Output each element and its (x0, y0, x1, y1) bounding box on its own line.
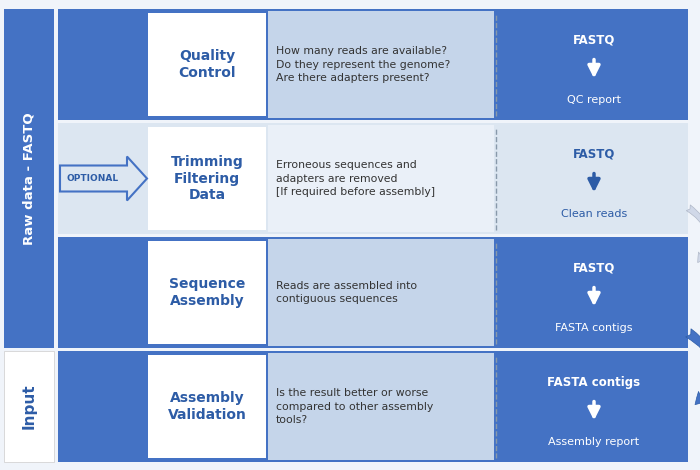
FancyArrowPatch shape (686, 205, 700, 263)
Polygon shape (58, 381, 147, 432)
FancyArrowPatch shape (685, 329, 700, 405)
Bar (148, 241, 266, 344)
Bar (4, 351, 54, 462)
Text: FASTQ: FASTQ (573, 148, 615, 161)
Text: Sequence
Assembly: Sequence Assembly (169, 277, 245, 307)
Bar (500, 353, 688, 460)
Text: FASTA contigs: FASTA contigs (547, 376, 640, 389)
Text: Is the result better or worse
compared to other assembly
tools?: Is the result better or worse compared t… (276, 388, 433, 425)
Text: FASTQ: FASTQ (573, 33, 615, 47)
Text: Assembly report: Assembly report (548, 437, 640, 447)
Text: Reads are assembled into
contiguous sequences: Reads are assembled into contiguous sequ… (276, 281, 417, 304)
Text: How many reads are available?
Do they represent the genome?
Are there adapters p: How many reads are available? Do they re… (276, 47, 450, 83)
Bar (58, 9, 688, 120)
Bar (148, 127, 266, 230)
Bar (58, 237, 688, 348)
Bar (500, 11, 688, 118)
Bar (268, 239, 494, 346)
Polygon shape (60, 157, 147, 201)
Bar (268, 11, 494, 118)
Text: Quality
Control: Quality Control (178, 49, 236, 79)
Text: Erroneous sequences and
adapters are removed
[If required before assembly]: Erroneous sequences and adapters are rem… (276, 160, 435, 197)
Text: OPTIONAL: OPTIONAL (66, 174, 118, 183)
Text: FASTA contigs: FASTA contigs (555, 323, 633, 333)
Polygon shape (58, 266, 147, 319)
Text: Assembly
Validation: Assembly Validation (167, 392, 246, 422)
Bar (148, 13, 266, 116)
Bar (148, 355, 266, 458)
Text: FASTQ: FASTQ (573, 262, 615, 274)
Bar (500, 125, 688, 232)
Bar (268, 353, 494, 460)
Text: QC report: QC report (567, 95, 621, 105)
Bar (4, 9, 54, 348)
Text: Input: Input (22, 384, 36, 429)
Bar (58, 351, 688, 462)
Polygon shape (58, 39, 147, 91)
Bar (268, 125, 494, 232)
Bar (500, 239, 688, 346)
Text: Clean reads: Clean reads (561, 209, 627, 219)
Text: Trimming
Filtering
Data: Trimming Filtering Data (171, 155, 244, 202)
Text: Raw data - FASTQ: Raw data - FASTQ (22, 112, 36, 245)
Bar (58, 123, 688, 234)
